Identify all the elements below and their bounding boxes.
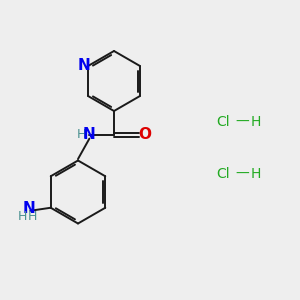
Text: —: —	[236, 167, 249, 181]
Text: N: N	[22, 201, 35, 216]
Text: O: O	[139, 127, 152, 142]
Text: H: H	[18, 210, 28, 223]
Text: H: H	[250, 167, 261, 181]
Text: N: N	[83, 127, 96, 142]
Text: H: H	[28, 210, 38, 223]
Text: —: —	[236, 115, 249, 128]
Text: H: H	[77, 128, 87, 141]
Text: H: H	[250, 115, 261, 128]
Text: Cl: Cl	[216, 115, 230, 128]
Text: Cl: Cl	[216, 167, 230, 181]
Text: N: N	[78, 58, 91, 73]
